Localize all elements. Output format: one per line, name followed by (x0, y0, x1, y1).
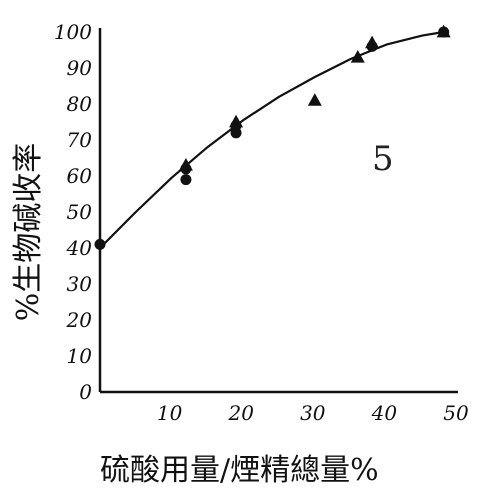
tick-labels-layer: 0 10 20 30 40 50 60 70 80 90 100 10 20 30 40 50 (54, 20, 469, 425)
triangle-point (229, 114, 244, 128)
triangle-point (365, 35, 380, 49)
y-tick-label: 80 (67, 92, 93, 116)
x-tick-label: 50 (443, 401, 469, 425)
data-points-layer (94, 24, 451, 250)
triangle-point (178, 158, 193, 171)
x-tick-label: 20 (227, 401, 254, 425)
y-tick-label: 0 (79, 380, 92, 404)
y-tick-label: 70 (67, 128, 93, 152)
x-axis-title: 硫酸用量/煙精總量% (100, 453, 379, 488)
y-tick-label: 90 (67, 56, 93, 80)
y-tick-label: 50 (67, 200, 93, 224)
x-tick-label: 10 (157, 401, 183, 425)
fit-curve-layer (99, 30, 444, 249)
y-tick-label: 100 (54, 20, 92, 44)
triangle-point (350, 50, 365, 63)
y-tick-label: 10 (67, 344, 93, 368)
y-tick-label: 30 (67, 272, 93, 296)
y-axis-title: %生物碱收率 (11, 143, 46, 322)
chart-axes (98, 28, 458, 394)
fit-curve (99, 30, 444, 249)
triangle-point (307, 93, 322, 106)
circle-point (94, 238, 106, 250)
y-tick-label: 20 (66, 308, 93, 332)
y-tick-label: 60 (67, 164, 93, 188)
x-tick-label: 30 (300, 401, 326, 425)
circle-point (180, 174, 192, 186)
chart-annotation: 5 (372, 139, 394, 179)
x-tick-label: 40 (371, 401, 398, 425)
y-tick-label: 40 (66, 236, 93, 260)
triangle-point (436, 24, 451, 38)
